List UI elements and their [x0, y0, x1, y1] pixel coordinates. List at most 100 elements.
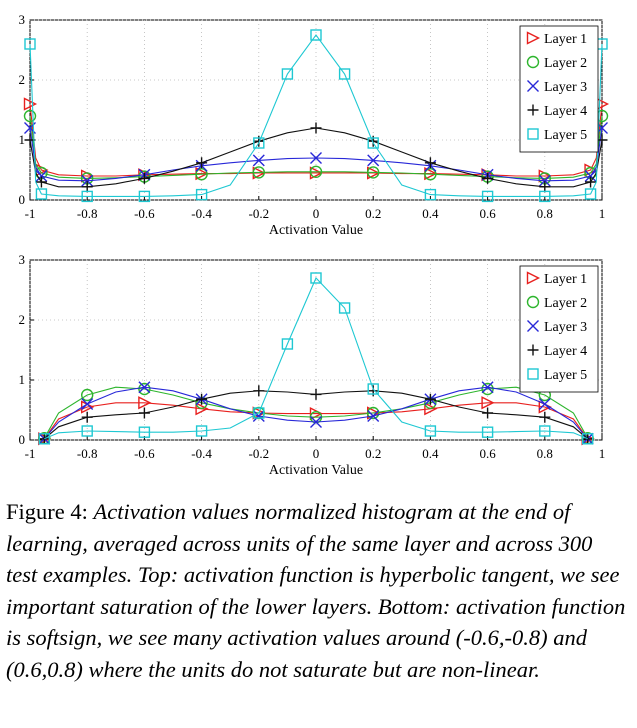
- data-point: [138, 381, 151, 394]
- x-tick-label: 0.4: [422, 206, 439, 221]
- y-tick-label: 2: [19, 312, 26, 327]
- x-tick-label: -1: [25, 446, 36, 461]
- data-point: [23, 97, 38, 111]
- data-point: [24, 38, 36, 50]
- x-axis-title: Activation Value: [269, 463, 363, 478]
- data-point: [252, 410, 265, 422]
- legend-marker: [527, 320, 539, 332]
- caption-label: Figure 4:: [6, 499, 88, 524]
- data-point: [367, 154, 380, 167]
- legend-marker: [527, 80, 539, 92]
- data-point: [539, 190, 551, 203]
- data-point: [424, 188, 437, 201]
- data-point: [195, 425, 208, 437]
- data-point: [310, 152, 322, 164]
- data-point: [35, 176, 47, 188]
- data-point: [281, 338, 294, 350]
- y-tick-label: 2: [19, 72, 26, 87]
- y-tick-label: 3: [19, 252, 26, 267]
- data-point: [310, 416, 322, 428]
- series-layer-5: [24, 29, 608, 203]
- data-point: [81, 190, 93, 203]
- legend-label: Layer 5: [544, 128, 587, 143]
- legend-label: Layer 2: [544, 56, 587, 71]
- series-line: [44, 277, 588, 440]
- legend-label: Layer 1: [544, 272, 587, 287]
- legend-label: Layer 2: [544, 296, 587, 311]
- data-point: [138, 172, 150, 184]
- legend-label: Layer 1: [544, 32, 587, 47]
- data-point: [538, 174, 551, 187]
- figure-caption: Figure 4: Activation values normalized h…: [6, 496, 628, 686]
- data-point: [309, 406, 324, 421]
- softsign-histogram-chart: -1 -0.8 -0.6 -0.4 -0.2 0 0.2 0.4 0.6 0.8 1 0 1 2 3 Acti…: [19, 252, 606, 478]
- data-point: [338, 302, 351, 314]
- data-point: [582, 433, 594, 445]
- x-tick-label: 1: [599, 206, 606, 221]
- legend-marker: [526, 295, 540, 309]
- data-point: [80, 388, 94, 402]
- legend-marker: [527, 368, 539, 380]
- x-tick-label: 0.8: [537, 446, 553, 461]
- data-point: [424, 157, 436, 169]
- data-point: [195, 167, 208, 181]
- data-point: [367, 137, 379, 149]
- data-point: [367, 166, 380, 179]
- data-point: [367, 410, 380, 422]
- y-tick-label: 0: [19, 192, 26, 207]
- data-point: [424, 402, 438, 416]
- legend-label: Layer 4: [544, 104, 587, 119]
- data-point: [367, 383, 379, 395]
- data-point: [310, 29, 322, 41]
- data-point: [196, 157, 208, 169]
- data-point: [584, 188, 597, 200]
- data-point: [481, 396, 495, 410]
- data-point: [481, 190, 494, 203]
- data-point: [424, 393, 436, 405]
- data-point: [482, 172, 494, 184]
- x-tick-label: -0.2: [249, 206, 270, 221]
- data-point: [252, 154, 265, 167]
- x-tick-label: -0.4: [191, 206, 212, 221]
- data-point: [138, 382, 151, 396]
- data-point: [81, 181, 93, 193]
- grid: [29, 19, 603, 201]
- data-point: [481, 381, 494, 394]
- data-point: [481, 382, 494, 396]
- data-point: [81, 411, 93, 423]
- grid: [29, 259, 603, 441]
- data-point: [253, 385, 265, 397]
- data-point: [424, 167, 437, 181]
- x-tick-label: 0: [313, 206, 320, 221]
- x-tick-label: 0.6: [479, 206, 496, 221]
- data-point: [367, 406, 380, 420]
- data-point: [424, 425, 437, 437]
- x-tick-label: 0.4: [422, 446, 439, 461]
- data-point: [23, 109, 37, 123]
- data-point: [138, 426, 151, 438]
- data-point: [584, 170, 597, 182]
- series-line: [29, 34, 603, 197]
- data-point: [195, 188, 208, 201]
- x-tick-label: -0.8: [77, 206, 98, 221]
- data-point: [81, 398, 94, 410]
- legend-marker: [527, 344, 539, 356]
- series-layer-4: [24, 122, 608, 193]
- x-tick-label: 0.2: [365, 206, 381, 221]
- legend-box: [519, 265, 599, 393]
- data-point: [310, 272, 322, 284]
- data-point: [253, 137, 265, 149]
- data-point: [252, 166, 265, 179]
- data-point: [38, 433, 50, 445]
- data-point: [539, 425, 551, 437]
- data-point: [35, 188, 48, 200]
- legend-box: [519, 25, 599, 153]
- data-point: [196, 393, 208, 405]
- series-line: [29, 103, 603, 177]
- data-point: [138, 190, 151, 203]
- data-point: [538, 398, 551, 410]
- series-line: [43, 402, 589, 440]
- x-tick-label: -0.4: [191, 446, 212, 461]
- x-tick-label: -0.6: [134, 446, 155, 461]
- x-tick-label: -0.8: [77, 446, 98, 461]
